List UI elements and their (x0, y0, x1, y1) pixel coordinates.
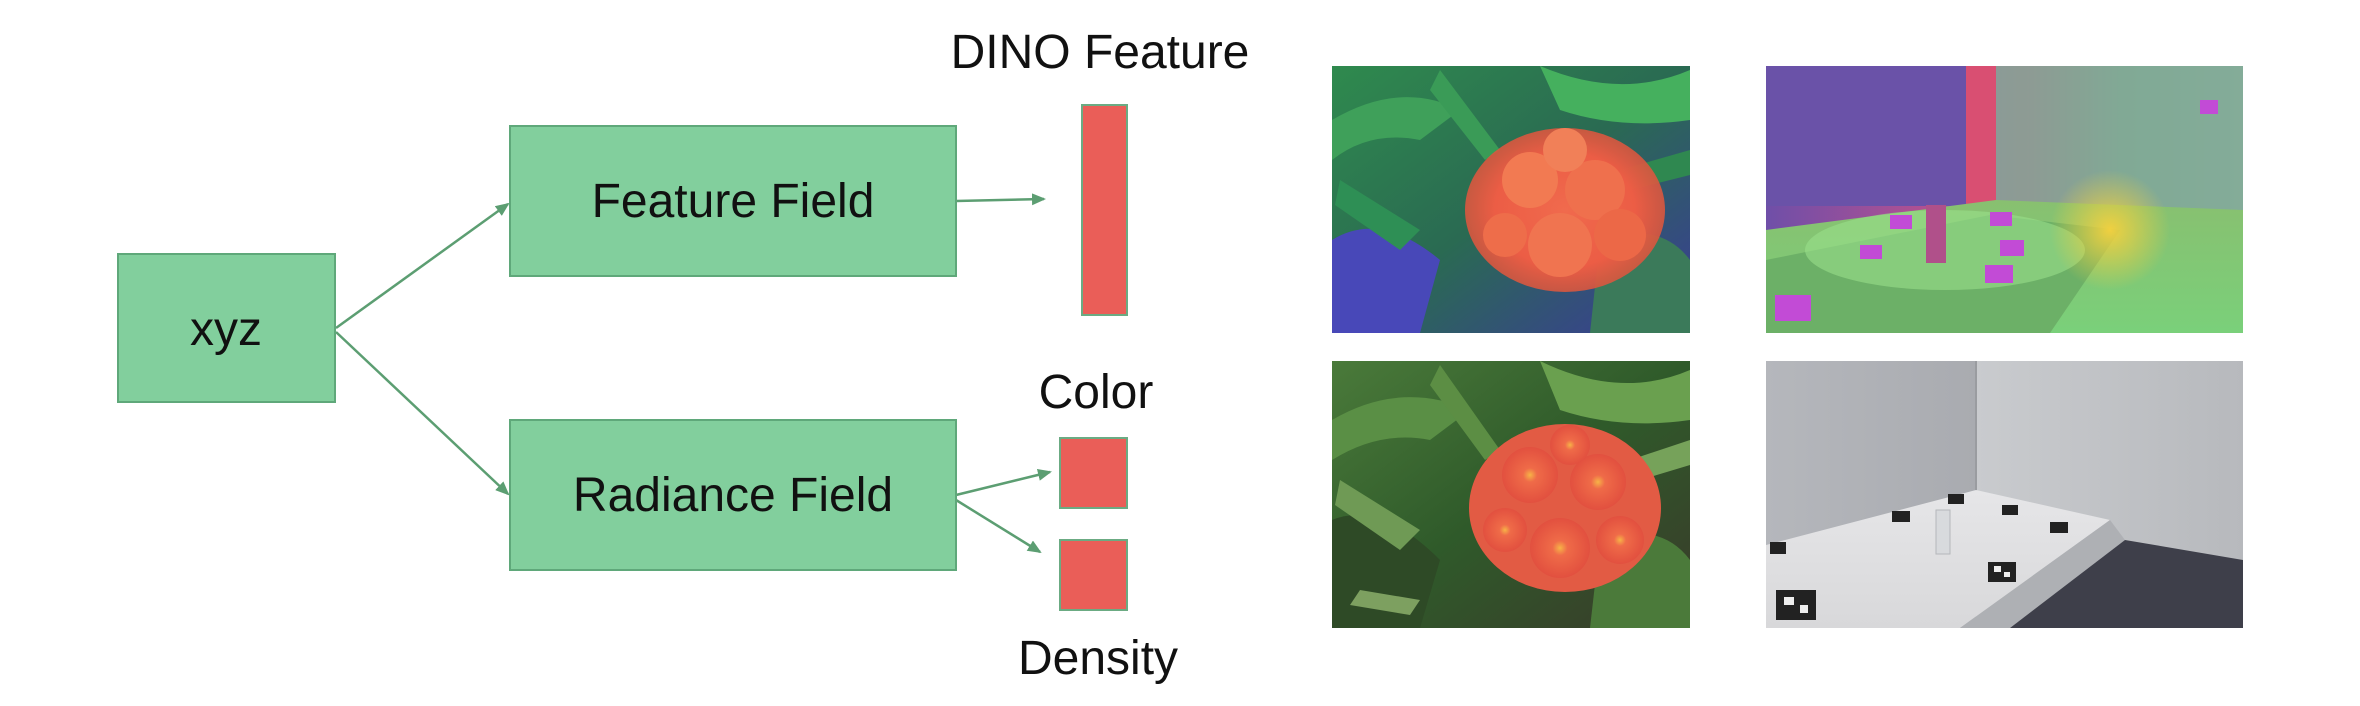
edges (335, 193, 1052, 554)
feature-field-label: Feature Field (592, 175, 875, 228)
feature-field-node: Feature Field (509, 125, 957, 277)
radiance-field-label: Radiance Field (573, 469, 893, 522)
edge-radiance-field-to-density (955, 498, 1042, 554)
density-output (1059, 539, 1128, 611)
dino-feature-vector (1081, 104, 1128, 316)
density-label: Density (1018, 632, 1178, 685)
color-output (1059, 437, 1128, 509)
radiance-field-node: Radiance Field (509, 419, 957, 571)
dino-feature-label: DINO Feature (951, 26, 1250, 79)
flower-rgb-image (1332, 361, 1690, 628)
flower-feature-image (1332, 66, 1690, 333)
xyz-node: xyz (117, 253, 336, 403)
edge-feature-field-to-dino-feature (955, 193, 1046, 206)
room-rgb-image (1766, 361, 2243, 628)
edge-radiance-field-to-color (955, 469, 1052, 497)
room-feature-image (1766, 66, 2243, 333)
edge-xyz-to-feature-field (335, 202, 510, 330)
edge-xyz-to-radiance-field (335, 331, 510, 496)
color-label: Color (1039, 366, 1154, 419)
xyz-label: xyz (190, 303, 262, 356)
